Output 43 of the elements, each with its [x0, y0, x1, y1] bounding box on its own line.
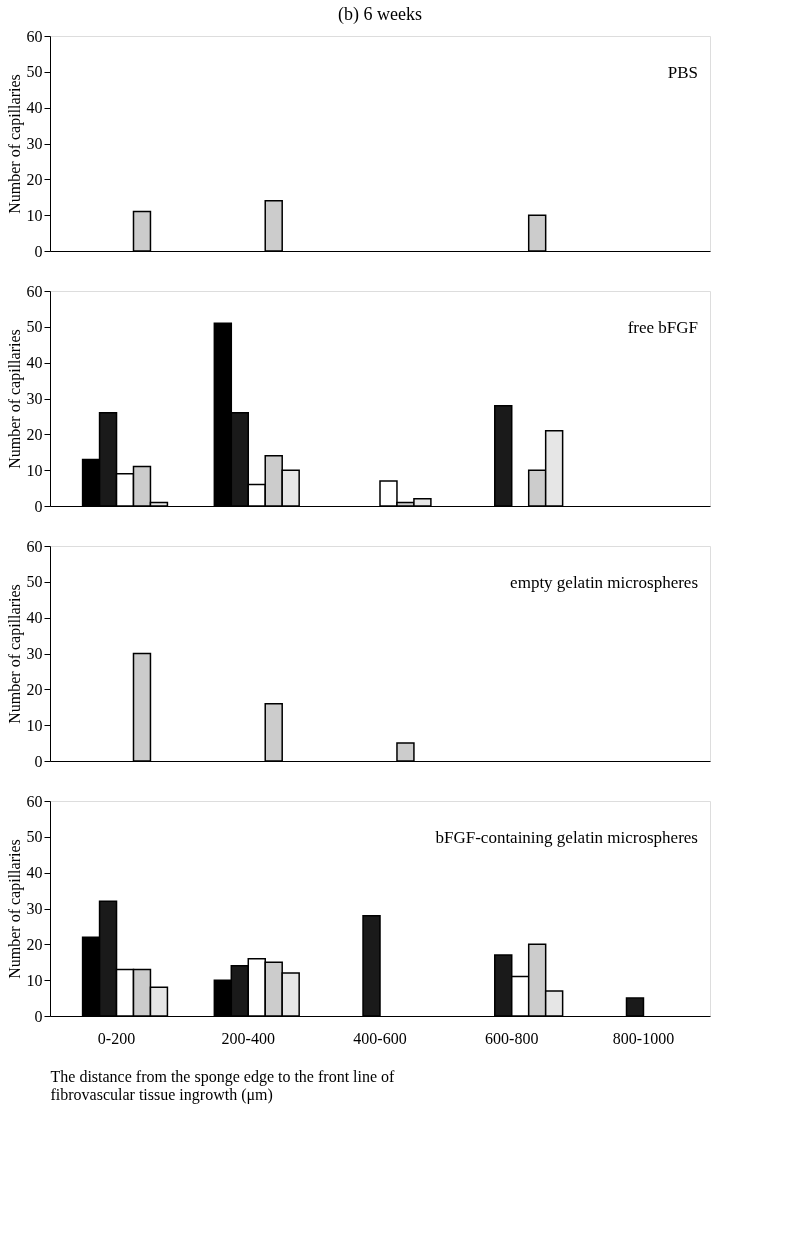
- y-tick-label: 20: [26, 935, 43, 953]
- x-tick-label: 600-800: [485, 1029, 539, 1047]
- y-tick-label: 40: [26, 354, 43, 372]
- y-tick-label: 60: [26, 282, 43, 300]
- y-tick-label: 10: [26, 461, 43, 479]
- y-tick-label: 60: [26, 27, 43, 45]
- y-tick-label: 60: [26, 537, 43, 555]
- y-axis-title: Number of capillaries: [5, 74, 24, 214]
- annotation: bFGF-containing gelatin microspheres: [435, 827, 698, 847]
- annotation: PBS: [667, 62, 698, 82]
- y-axis-title: Number of capillaries: [5, 839, 24, 979]
- y-tick-label: 40: [26, 864, 43, 882]
- y-axis-title: Number of capillaries: [5, 329, 24, 469]
- y-tick-label: 40: [26, 99, 43, 117]
- x-axis-title: The distance from the sponge edge to the front line of fibrovascular tissue ingrowth (μm): [50, 1067, 396, 1104]
- y-tick-label: 30: [26, 135, 43, 152]
- y-tick-label: 50: [26, 318, 43, 336]
- y-tick-label: 30: [26, 645, 43, 662]
- y-tick-label: 50: [26, 828, 43, 846]
- y-tick-label: 40: [26, 609, 43, 627]
- y-tick-label: 0: [34, 752, 43, 770]
- y-tick-label: 0: [34, 1007, 43, 1025]
- y-tick-label: 50: [26, 573, 43, 591]
- chart-title: (b) 6 weeks: [338, 4, 422, 25]
- y-tick-label: 20: [26, 425, 43, 443]
- y-tick-label: 10: [26, 971, 43, 989]
- x-tick-label: 200-400: [221, 1029, 275, 1047]
- y-tick-label: 10: [26, 206, 43, 224]
- y-tick-label: 10: [26, 716, 43, 734]
- y-tick-label: 30: [26, 390, 43, 407]
- y-tick-label: 20: [26, 170, 43, 188]
- y-tick-label: 0: [34, 497, 43, 515]
- x-tick-label: 400-600: [353, 1029, 407, 1047]
- y-tick-label: 0: [34, 242, 43, 260]
- annotation: free bFGF: [627, 317, 698, 337]
- x-tick-label: 800-1000: [612, 1029, 675, 1047]
- y-tick-label: 50: [26, 63, 43, 81]
- y-axis-title: Number of capillaries: [5, 584, 24, 724]
- annotation: empty gelatin microspheres: [510, 572, 698, 592]
- y-tick-label: 30: [26, 900, 43, 917]
- x-tick-label: 0-200: [97, 1029, 136, 1047]
- y-tick-label: 20: [26, 680, 43, 698]
- y-tick-label: 60: [26, 792, 43, 810]
